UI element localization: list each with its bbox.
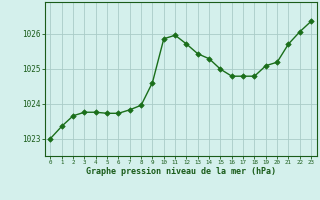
- X-axis label: Graphe pression niveau de la mer (hPa): Graphe pression niveau de la mer (hPa): [86, 167, 276, 176]
